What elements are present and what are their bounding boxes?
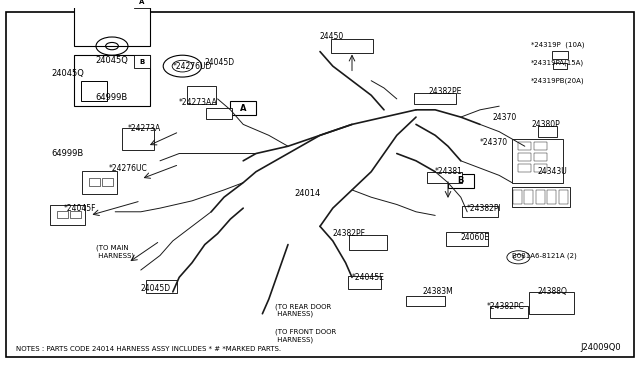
Bar xyxy=(134,55,150,68)
Text: 24388Q: 24388Q xyxy=(538,288,568,296)
Text: 24370: 24370 xyxy=(493,113,517,122)
Text: 24045D: 24045D xyxy=(205,58,235,67)
Bar xyxy=(512,139,563,183)
Bar xyxy=(428,172,463,183)
Text: A: A xyxy=(240,103,246,112)
Text: *24273AA: *24273AA xyxy=(179,98,218,107)
Text: (TO REAR DOOR
 HARNESS): (TO REAR DOOR HARNESS) xyxy=(275,303,332,317)
Text: (TO FRONT DOOR
 HARNESS): (TO FRONT DOOR HARNESS) xyxy=(275,328,337,343)
Text: 24060E: 24060E xyxy=(461,233,490,242)
Text: *24045E: *24045E xyxy=(352,273,385,282)
Text: *24273A: *24273A xyxy=(128,124,161,132)
Bar xyxy=(534,142,547,150)
Text: *24382PI: *24382PI xyxy=(467,203,502,213)
Bar xyxy=(349,235,387,250)
Text: B: B xyxy=(140,59,145,65)
Text: 24382PE: 24382PE xyxy=(429,87,462,96)
Bar xyxy=(348,276,381,289)
Bar xyxy=(415,93,456,105)
Bar xyxy=(553,63,567,70)
Text: *24381: *24381 xyxy=(435,167,463,176)
Bar xyxy=(74,0,150,46)
Bar xyxy=(89,178,100,186)
Bar xyxy=(406,295,445,307)
Bar xyxy=(547,190,556,205)
Bar xyxy=(82,171,116,195)
Bar xyxy=(534,164,547,172)
Text: *24045F: *24045F xyxy=(64,203,97,213)
Text: 24014: 24014 xyxy=(294,189,321,198)
Bar xyxy=(206,108,232,119)
Bar xyxy=(146,279,177,294)
Text: 64999B: 64999B xyxy=(51,149,83,158)
Text: B: B xyxy=(458,176,464,185)
Text: 24380P: 24380P xyxy=(531,120,560,129)
Text: 24343U: 24343U xyxy=(538,167,567,176)
Bar xyxy=(447,232,488,246)
Bar xyxy=(230,101,256,115)
Text: *24319PA(15A): *24319PA(15A) xyxy=(531,59,584,66)
Text: *24276UC: *24276UC xyxy=(109,164,148,173)
Text: 64999B: 64999B xyxy=(96,93,128,102)
Bar xyxy=(538,126,557,138)
Bar xyxy=(490,305,528,318)
Bar xyxy=(448,174,474,188)
Text: 24383M: 24383M xyxy=(422,288,453,296)
Text: J24009Q0: J24009Q0 xyxy=(580,343,621,352)
Text: B081A6-8121A (2): B081A6-8121A (2) xyxy=(512,252,577,259)
Text: 24045Q: 24045Q xyxy=(51,69,84,78)
Text: *24382PC: *24382PC xyxy=(486,302,524,311)
Bar xyxy=(332,39,372,54)
Bar xyxy=(122,128,154,150)
Bar xyxy=(134,0,150,8)
Bar xyxy=(81,81,107,101)
Text: 24450: 24450 xyxy=(320,32,344,42)
Text: *24319P  (10A): *24319P (10A) xyxy=(531,41,585,48)
Bar xyxy=(102,178,113,186)
Bar xyxy=(559,190,568,205)
Text: A: A xyxy=(140,0,145,5)
Bar xyxy=(536,190,545,205)
Text: *24276UD: *24276UD xyxy=(173,62,212,71)
Bar xyxy=(187,86,216,105)
Bar xyxy=(50,205,85,225)
Text: NOTES : PARTS CODE 24014 HARNESS ASSY INCLUDES * # *MARKED PARTS.: NOTES : PARTS CODE 24014 HARNESS ASSY IN… xyxy=(16,346,281,352)
Bar xyxy=(57,211,68,218)
Bar xyxy=(518,153,531,161)
Bar xyxy=(74,55,150,106)
Text: 24045D: 24045D xyxy=(141,284,171,293)
Text: *24319PB(20A): *24319PB(20A) xyxy=(531,77,585,84)
Text: 24045Q: 24045Q xyxy=(95,56,129,65)
Bar xyxy=(518,142,531,150)
Bar xyxy=(518,164,531,172)
Bar xyxy=(513,190,522,205)
Text: 24382PF: 24382PF xyxy=(333,229,366,238)
Bar xyxy=(70,211,81,218)
Bar xyxy=(512,187,570,207)
Bar xyxy=(524,190,533,205)
Bar xyxy=(534,153,547,161)
Text: (TO MAIN
 HARNESS): (TO MAIN HARNESS) xyxy=(96,245,134,259)
Bar xyxy=(463,206,498,217)
Text: *24370: *24370 xyxy=(480,138,508,147)
Bar xyxy=(552,51,568,59)
Bar xyxy=(529,292,574,314)
